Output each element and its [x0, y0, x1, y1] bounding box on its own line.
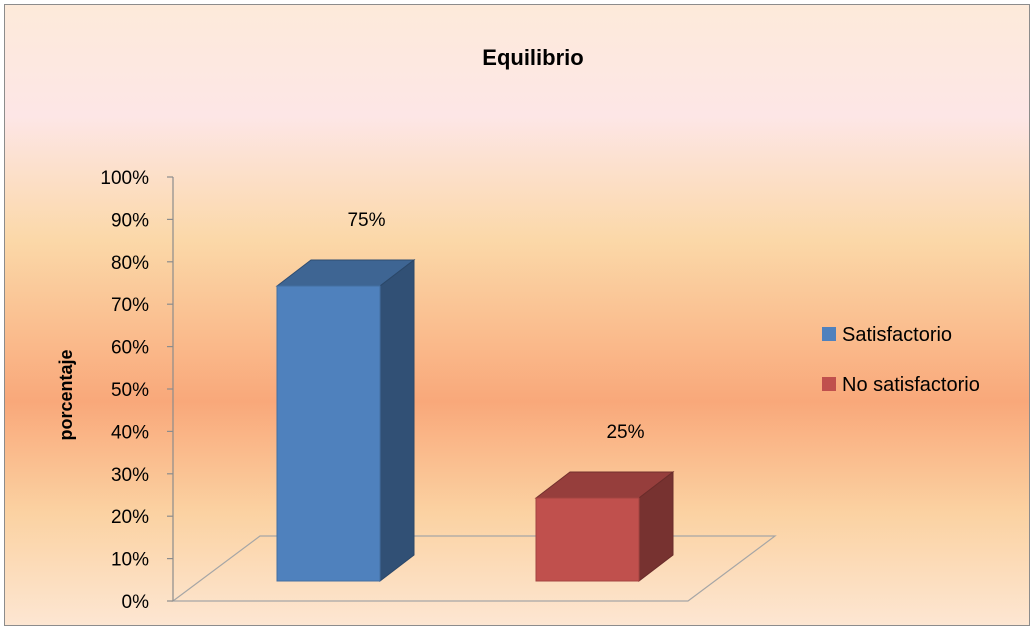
data-labels: 75% 25%: [347, 210, 644, 443]
y-tick-label: 0%: [122, 592, 150, 613]
bar-no-satisfactorio: [534, 470, 675, 583]
data-label: 25%: [606, 422, 644, 443]
chart-area: Equilibrio porcentaje 0% 10% 20% 30% 40% 50% 6…: [4, 4, 1030, 626]
legend-label: Satisfactorio: [842, 324, 952, 346]
bar-front-face: [276, 285, 381, 582]
bars: [275, 258, 675, 583]
y-tick-label: 100%: [100, 168, 149, 189]
chart-title: Equilibrio: [482, 45, 583, 70]
bar-side-face: [379, 258, 415, 583]
y-axis-title: porcentaje: [56, 349, 76, 440]
y-tick-label: 40%: [111, 422, 149, 443]
legend: Satisfactorio No satisfactorio: [822, 324, 980, 396]
y-tick-label: 70%: [111, 295, 149, 316]
y-axis: 0% 10% 20% 30% 40% 50% 60% 70% 80% 90% 100%: [100, 168, 174, 613]
bar-front-face: [535, 497, 640, 582]
legend-swatch: [822, 377, 836, 391]
data-label: 75%: [347, 210, 385, 231]
y-tick-label: 80%: [111, 253, 149, 274]
y-tick-label: 60%: [111, 338, 149, 359]
legend-swatch: [822, 327, 836, 341]
chart-floor: [171, 535, 777, 602]
y-tick-label: 90%: [111, 210, 149, 231]
y-tick-label: 10%: [111, 550, 149, 571]
y-tick-label: 50%: [111, 380, 149, 401]
bar-satisfactorio: [275, 258, 416, 583]
bar-chart: Equilibrio porcentaje 0% 10% 20% 30% 40% 50% 6…: [56, 45, 980, 613]
y-tick-label: 30%: [111, 465, 149, 486]
y-tick-label: 20%: [111, 507, 149, 528]
legend-label: No satisfactorio: [842, 374, 980, 396]
floor-outline: [171, 535, 777, 602]
